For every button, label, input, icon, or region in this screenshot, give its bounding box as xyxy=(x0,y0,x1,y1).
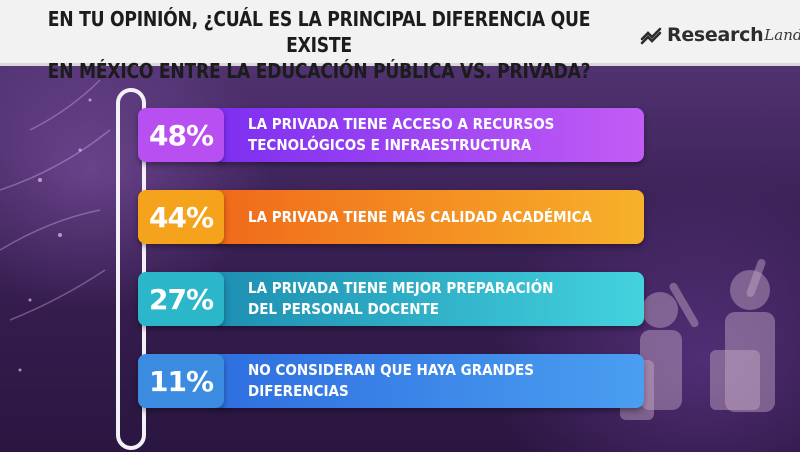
category-label: LA PRIVADA TIENE ACCESO A RECURSOS TECNO… xyxy=(248,115,555,154)
decorative-lines xyxy=(0,79,111,372)
category-bar: LA PRIVADA TIENE MEJOR PREPARACIÓN DEL P… xyxy=(218,272,644,326)
bar-row: 27% LA PRIVADA TIENE MEJOR PREPARACIÓN DE… xyxy=(138,272,644,326)
logo-text-land: Land xyxy=(764,26,800,44)
category-bar: NO CONSIDERAN QUE HAYA GRANDES DIFERENCI… xyxy=(218,354,644,408)
bar-row: 11% NO CONSIDERAN QUE HAYA GRANDES DIFERE… xyxy=(138,354,644,408)
percentage-label: 44% xyxy=(138,190,224,244)
page-title: EN TU OPINIÓN, ¿CUÁL ES LA PRINCIPAL DIF… xyxy=(18,6,620,84)
category-label: NO CONSIDERAN QUE HAYA GRANDES DIFERENCI… xyxy=(248,361,535,400)
logo-mark-icon xyxy=(640,27,662,45)
category-label: LA PRIVADA TIENE MEJOR PREPARACIÓN DEL P… xyxy=(248,279,554,318)
title-line-1: EN TU OPINIÓN, ¿CUÁL ES LA PRINCIPAL DIF… xyxy=(47,7,591,57)
title-line-2: EN MÉXICO ENTRE LA EDUCACIÓN PÚBLICA VS.… xyxy=(47,59,591,83)
percentage-label: 48% xyxy=(138,108,224,162)
header-bar: EN TU OPINIÓN, ¿CUÁL ES LA PRINCIPAL DIF… xyxy=(0,0,800,83)
category-bar: LA PRIVADA TIENE MÁS CALIDAD ACADÉMICA xyxy=(218,190,644,244)
percentage-label: 11% xyxy=(138,354,224,408)
percentage-label: 27% xyxy=(138,272,224,326)
logo-text-research: Research xyxy=(667,24,764,46)
category-label: LA PRIVADA TIENE MÁS CALIDAD ACADÉMICA xyxy=(248,207,592,226)
category-bar: LA PRIVADA TIENE ACCESO A RECURSOS TECNO… xyxy=(218,108,644,162)
researchland-logo: Research Land xyxy=(640,22,800,48)
bar-row: 48% LA PRIVADA TIENE ACCESO A RECURSOS TE… xyxy=(138,108,644,162)
bar-row: 44% LA PRIVADA TIENE MÁS CALIDAD ACADÉMIC… xyxy=(138,190,644,244)
bracket-frame xyxy=(116,88,146,450)
